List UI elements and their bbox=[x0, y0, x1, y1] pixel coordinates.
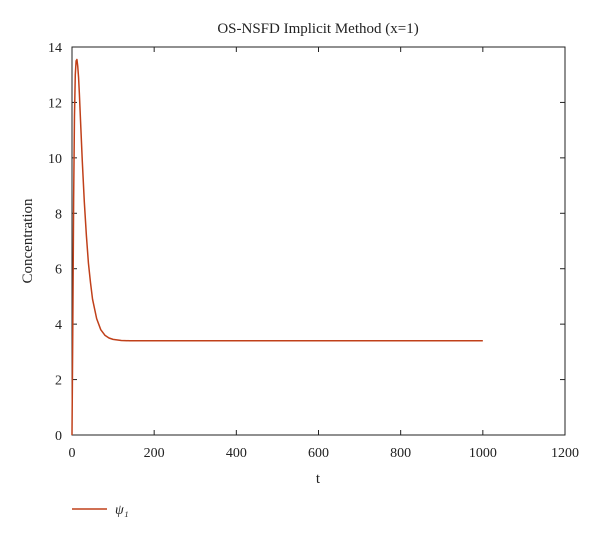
y-tick-label-1: 2 bbox=[55, 374, 62, 389]
series-group bbox=[71, 58, 483, 436]
y-axis-label: Concentration bbox=[20, 198, 36, 283]
y-tick-label-7: 14 bbox=[48, 41, 62, 56]
chart-title: OS-NSFD Implicit Method (x=1) bbox=[217, 21, 418, 37]
legend: ψ₁ bbox=[72, 503, 129, 518]
x-tick-label-1: 200 bbox=[144, 446, 165, 461]
y-tick-label-4: 8 bbox=[55, 207, 62, 222]
x-tick-label-3: 600 bbox=[308, 446, 329, 461]
series-line-0 bbox=[71, 58, 483, 436]
y-tick-label-6: 12 bbox=[48, 96, 62, 111]
y-tick-label-5: 10 bbox=[48, 152, 62, 167]
x-tick-label-0: 0 bbox=[69, 446, 76, 461]
x-tick-label-6: 1200 bbox=[551, 446, 579, 461]
y-axis-ticks: 0 2 4 6 8 10 12 14 bbox=[48, 41, 565, 444]
x-tick-label-2: 400 bbox=[226, 446, 247, 461]
y-tick-label-3: 6 bbox=[55, 263, 62, 278]
x-tick-label-4: 800 bbox=[390, 446, 411, 461]
legend-label-psi1: ψ₁ bbox=[115, 503, 129, 518]
plot-area-frame bbox=[71, 46, 566, 436]
x-axis-ticks: 0 200 400 600 800 1000 1200 bbox=[69, 47, 579, 461]
x-axis-label: t bbox=[316, 471, 321, 487]
y-tick-label-0: 0 bbox=[55, 429, 62, 444]
y-tick-label-2: 4 bbox=[55, 318, 62, 333]
x-tick-label-5: 1000 bbox=[469, 446, 497, 461]
